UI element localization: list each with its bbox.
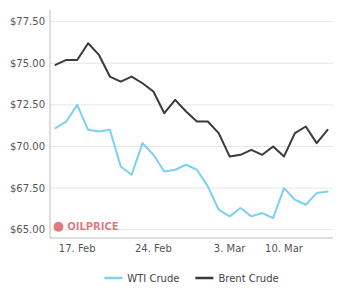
watermark: ●OILPRICE [53, 218, 119, 233]
y-tick-label: $67.50 [10, 183, 45, 194]
y-tick-label: $72.50 [10, 99, 45, 110]
annotation: OILPRICE [67, 221, 119, 232]
grid [50, 22, 333, 230]
chart: $65.00 $67.50 $70.00 $72.50 $75.00 $77.50 17. … [0, 0, 341, 300]
y-axis-line [50, 10, 51, 238]
grid-line [50, 146, 333, 147]
x-tick-label: 10. Mar [265, 243, 304, 254]
series-line [55, 43, 327, 156]
y-tick-labels: $65.00 $67.50 $70.00 $72.50 $75.00 $77.50 [10, 16, 45, 235]
grid-line [50, 21, 333, 22]
grid-line [50, 63, 333, 64]
x-tick-label: 24. Feb [135, 243, 172, 254]
legend: WTI Crude Brent Crude [104, 273, 278, 284]
series-line [55, 105, 327, 218]
y-tick-label: $70.00 [10, 141, 45, 152]
x-tick-labels: 17. Feb 24. Feb 3. Mar 10. Mar [59, 243, 304, 254]
legend-label: WTI Crude [127, 273, 179, 284]
grid-line [50, 104, 333, 105]
x-axis-line [50, 238, 333, 239]
legend-item: WTI Crude [104, 273, 179, 284]
x-tick-label: 3. Mar [214, 243, 246, 254]
grid-line [50, 188, 333, 189]
x-tick-label: 17. Feb [59, 243, 96, 254]
legend-item: Brent Crude [195, 273, 278, 284]
legend-label: Brent Crude [218, 273, 278, 284]
y-tick-label: $65.00 [10, 224, 45, 235]
legend-swatch [195, 277, 213, 280]
legend-swatch [104, 277, 122, 280]
annotation: ● [53, 218, 64, 233]
lines [55, 43, 327, 218]
y-tick-label: $77.50 [10, 16, 45, 27]
y-tick-label: $75.00 [10, 58, 45, 69]
